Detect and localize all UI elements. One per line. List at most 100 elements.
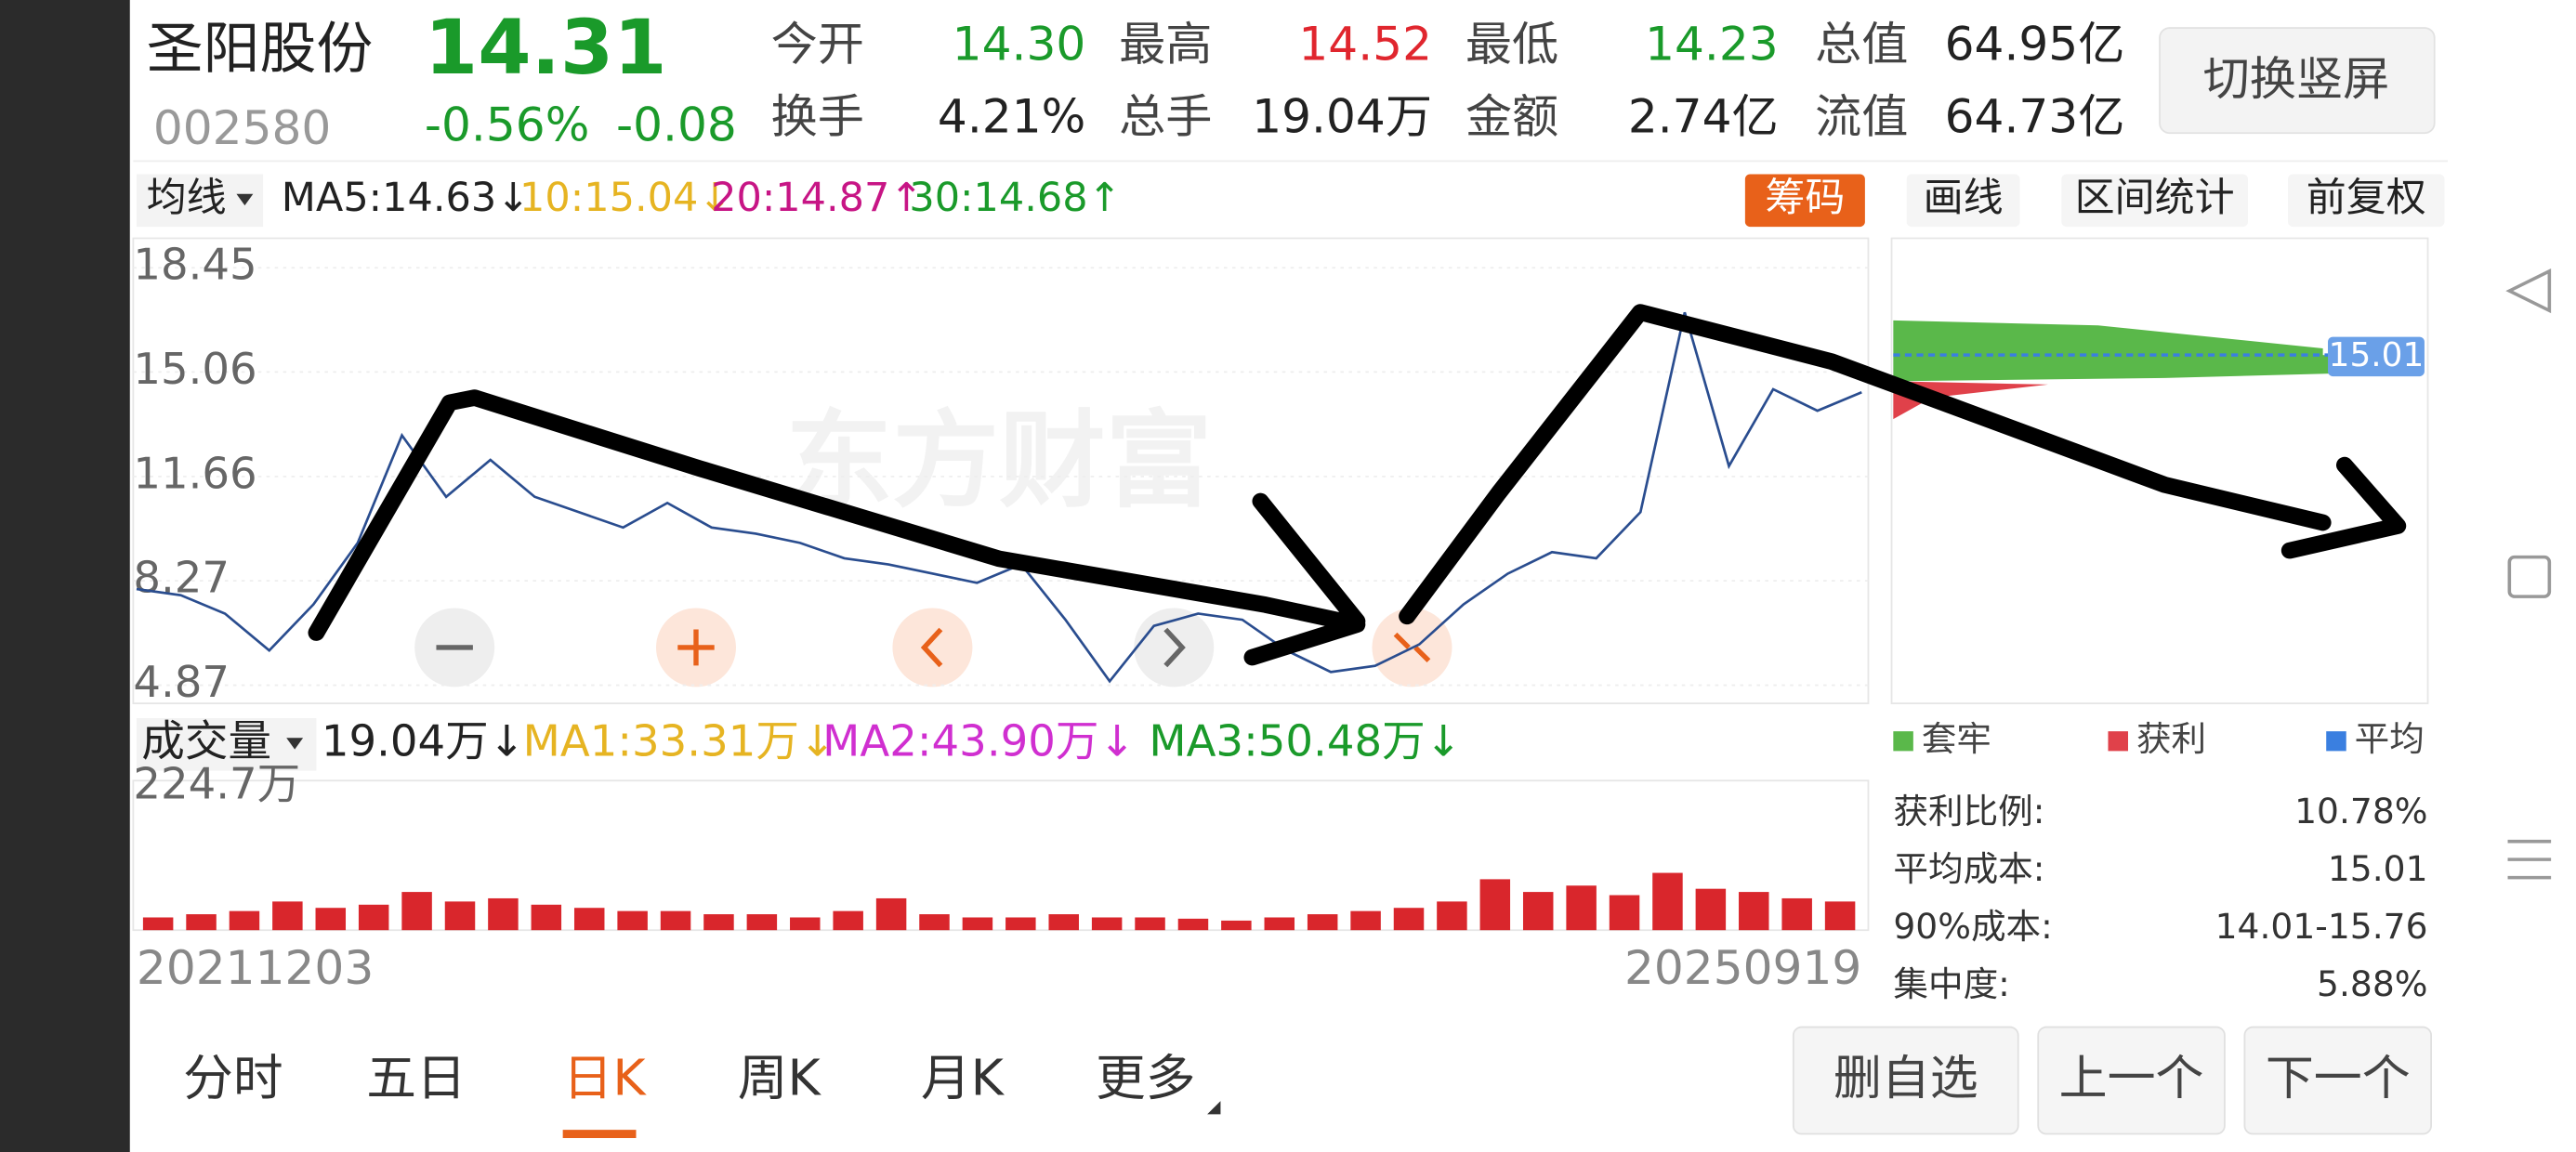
stat-value: 14.23 <box>1645 18 1779 72</box>
volume-bar <box>142 917 174 931</box>
stat-label: 金额 <box>1465 90 1558 144</box>
tool-button-label[interactable]: 筹码 <box>1765 175 1845 221</box>
y-tick-label: 18.45 <box>133 240 256 290</box>
volume-bar <box>875 897 907 931</box>
volume-bar <box>1005 917 1036 931</box>
stat-value: 64.95亿 <box>1945 18 2125 72</box>
tab[interactable]: 更多 <box>1096 1049 1195 1107</box>
tab[interactable]: 周K <box>738 1049 822 1107</box>
tab[interactable]: 五日 <box>366 1049 466 1107</box>
action-button[interactable] <box>1792 1026 2019 1135</box>
volume-bar <box>315 908 347 931</box>
chip-stat-value: 10.78% <box>2294 791 2427 831</box>
chip-stat-value: 15.01 <box>2328 848 2428 889</box>
chip-distribution: 15.01 <box>1893 320 2425 420</box>
vol-ma-label: MA1:33.31万↓ <box>523 716 835 766</box>
volume-bar <box>1695 888 1727 931</box>
volume-bar <box>1522 892 1554 931</box>
chip-stat-label: 平均成本: <box>1893 848 2044 889</box>
action-button[interactable] <box>2037 1026 2226 1135</box>
icon <box>1393 632 1431 662</box>
action-label[interactable]: 下一个 <box>2266 1051 2411 1106</box>
y-tick-label: 4.87 <box>133 657 230 707</box>
prev[interactable] <box>892 608 973 687</box>
volume-bar <box>488 897 519 931</box>
volume-bar <box>1307 914 1338 931</box>
switch-button[interactable]: 切换竖屏 <box>2159 27 2436 135</box>
action-label[interactable]: 删自选 <box>1833 1051 1978 1106</box>
stat-label: 总手 <box>1119 90 1212 144</box>
volume-bar <box>444 901 476 931</box>
stat-value: 14.30 <box>953 18 1086 72</box>
action-button[interactable] <box>2243 1026 2433 1135</box>
tool-button[interactable] <box>2061 174 2249 228</box>
y-tick-label: 11.66 <box>133 449 256 499</box>
legend-label: 获利 <box>2136 718 2206 759</box>
volume-bar <box>186 914 217 931</box>
volume-bar <box>1781 897 1812 931</box>
icon <box>920 627 943 668</box>
vol-ma-label: 19.04万↓ <box>322 716 525 766</box>
stat-label: 总值 <box>1815 18 1908 72</box>
chip-stat-label: 集中度: <box>1893 963 2010 1004</box>
action-label[interactable]: 上一个 <box>2059 1051 2204 1106</box>
volume-bar <box>1091 917 1123 931</box>
avg-box <box>2328 336 2425 377</box>
dropdown-arrow <box>286 738 304 750</box>
back-icon[interactable] <box>2505 268 2552 314</box>
chip-trapped <box>1893 320 2415 382</box>
vol-ma-label: MA2:43.90万↓ <box>822 716 1135 766</box>
drawn-arrow <box>1399 304 2407 625</box>
hand-drawing <box>308 304 2407 666</box>
legend-swatch <box>2108 731 2128 752</box>
avg-label: 15.01 <box>2329 336 2425 374</box>
tool-button-label[interactable]: 区间统计 <box>2075 175 2235 221</box>
volume-bar <box>1048 914 1079 931</box>
volume-bar <box>401 892 432 931</box>
tool-button-label[interactable]: 前复权 <box>2307 175 2426 221</box>
volume-bar <box>1350 910 1381 931</box>
tool-button[interactable] <box>2288 174 2445 228</box>
volume-frame <box>132 779 1870 932</box>
price-frame <box>132 237 1870 704</box>
stat-value: 2.74亿 <box>1628 90 1779 144</box>
stat-value: 19.04万 <box>1252 90 1432 144</box>
price: 14.31 <box>425 4 667 91</box>
volume-bar <box>746 914 778 931</box>
icon <box>677 629 715 666</box>
stat-value: 4.21% <box>938 90 1085 144</box>
stat-value: 14.52 <box>1298 18 1432 72</box>
volume-bar <box>1739 892 1769 931</box>
tab[interactable]: 月K <box>921 1049 1005 1107</box>
ma-label: 20:14.87↑ <box>711 175 923 221</box>
chip-stat-value: 5.88% <box>2317 963 2427 1004</box>
ma-label: 10:15.04↓ <box>519 175 731 221</box>
tool-button[interactable] <box>1744 174 1865 228</box>
indicator[interactable]: 均线 <box>147 175 227 221</box>
vol-indicator-box[interactable] <box>136 718 317 771</box>
drawn-arrow <box>308 389 1366 666</box>
tab[interactable]: 日K <box>563 1049 648 1107</box>
volume-bar <box>1264 917 1295 931</box>
y-tick-label: 224.7万 <box>133 759 300 809</box>
date-label: 20211203 <box>137 941 374 995</box>
menu-icon[interactable] <box>2507 839 2552 880</box>
change-pct: -0.56% <box>425 98 589 152</box>
stat-value: 64.73亿 <box>1945 90 2125 144</box>
chip-stat-label: 获利比例: <box>1893 791 2044 831</box>
chip-stat-value: 14.01-15.76 <box>2215 906 2428 947</box>
tool-button-label[interactable]: 画线 <box>1924 175 2004 221</box>
date-label: 20250919 <box>1624 941 1861 995</box>
home-icon[interactable] <box>2507 555 2552 598</box>
tool-button[interactable] <box>1906 174 2020 228</box>
vol-indicator[interactable]: 成交量 <box>141 716 271 766</box>
tab[interactable]: 分时 <box>183 1049 283 1107</box>
volume-bar <box>1652 872 1683 931</box>
stat-label: 最低 <box>1465 18 1558 72</box>
volume-bar <box>1479 879 1511 931</box>
change: -0.08 <box>616 98 737 152</box>
ma-label: MA5:14.63↓ <box>282 175 530 221</box>
volume-bar <box>660 910 691 931</box>
nav-bar <box>2505 268 2552 880</box>
